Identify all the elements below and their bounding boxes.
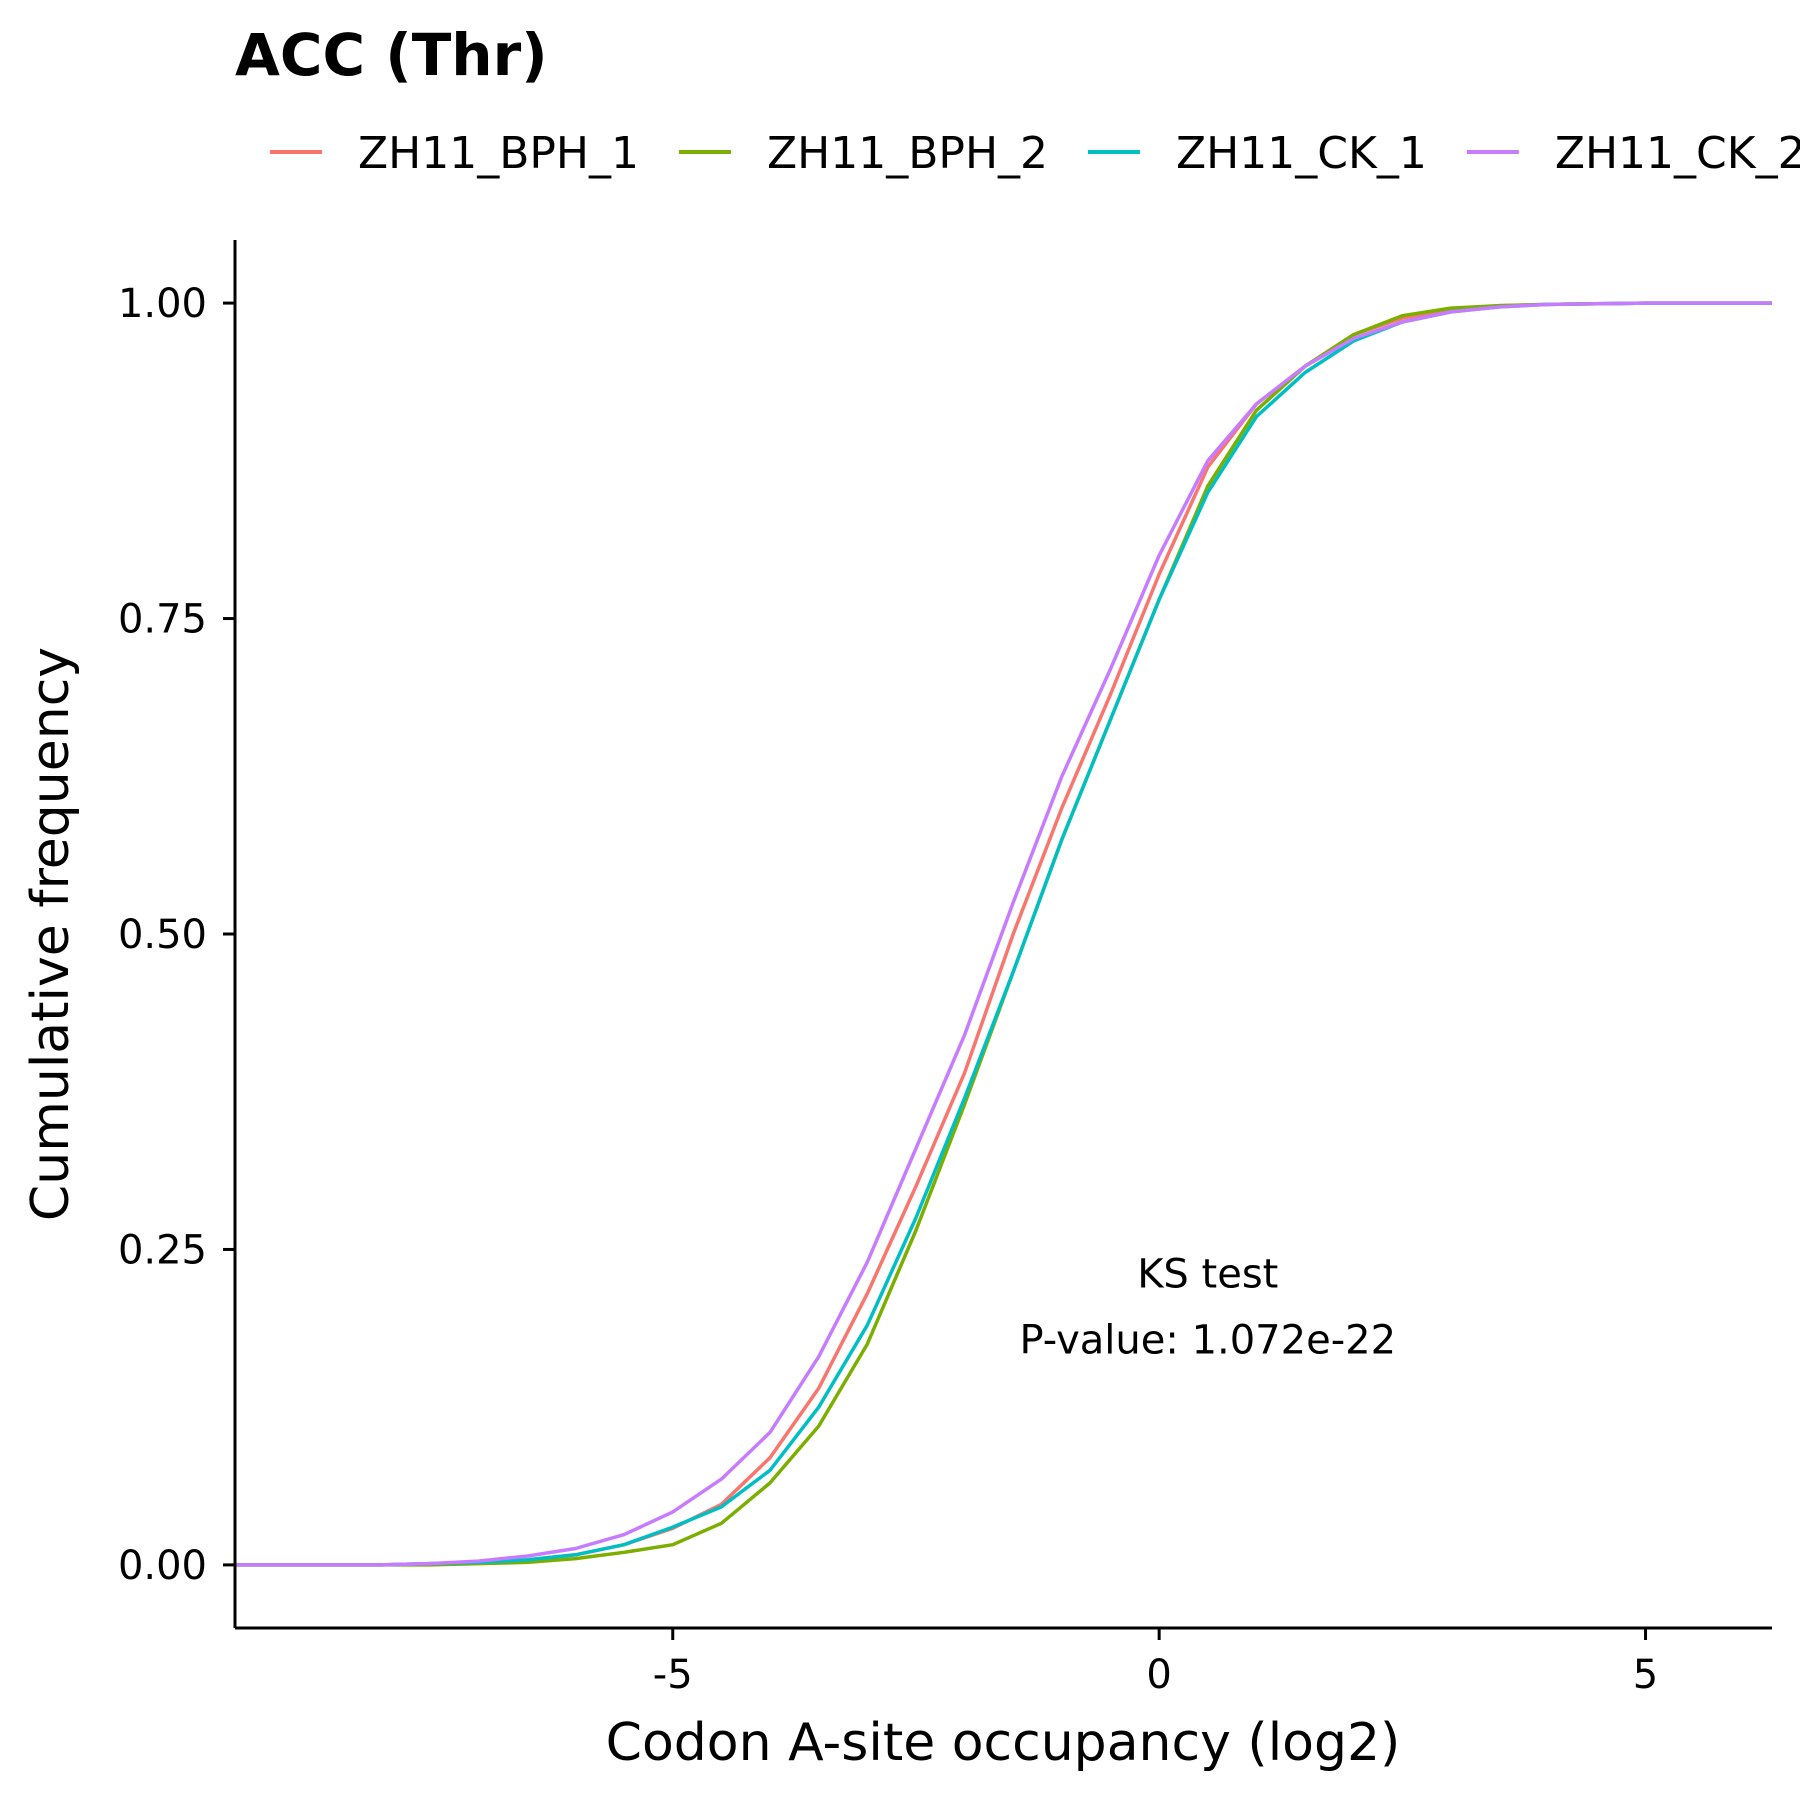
legend-label-3: ZH11_CK_1 (1176, 128, 1427, 179)
series-line-4 (235, 301, 1772, 1567)
x-tick-label: 5 (1633, 1652, 1658, 1698)
legend-label-2: ZH11_BPH_2 (767, 128, 1048, 179)
legend-label-4: ZH11_CK_2 (1555, 128, 1800, 179)
x-axis-title: Codon A-site occupancy (log2) (606, 1713, 1401, 1773)
y-ticks: 0.00 0.25 0.50 0.75 1.00 (118, 281, 235, 1589)
ks-pvalue-label: P-value: 1.072e-22 (1020, 1317, 1397, 1363)
legend-label-1: ZH11_BPH_1 (358, 128, 639, 179)
y-axis-title: Cumulative frequency (21, 647, 81, 1221)
plot-area (235, 301, 1772, 1567)
x-tick-label: 0 (1146, 1652, 1171, 1698)
ks-test-label: KS test (1137, 1251, 1278, 1297)
legend: ZH11_BPH_1 ZH11_BPH_2 ZH11_CK_1 ZH11_CK_2 (270, 128, 1800, 179)
y-tick-label: 0.00 (118, 1543, 207, 1589)
y-tick-label: 0.75 (118, 597, 207, 643)
x-tick-label: -5 (653, 1652, 693, 1698)
chart-title: ACC (Thr) (235, 21, 548, 89)
y-tick-label: 0.50 (118, 912, 207, 958)
y-tick-label: 0.25 (118, 1227, 207, 1273)
x-ticks: -5 0 5 (653, 1628, 1658, 1698)
y-tick-label: 1.00 (118, 281, 207, 327)
